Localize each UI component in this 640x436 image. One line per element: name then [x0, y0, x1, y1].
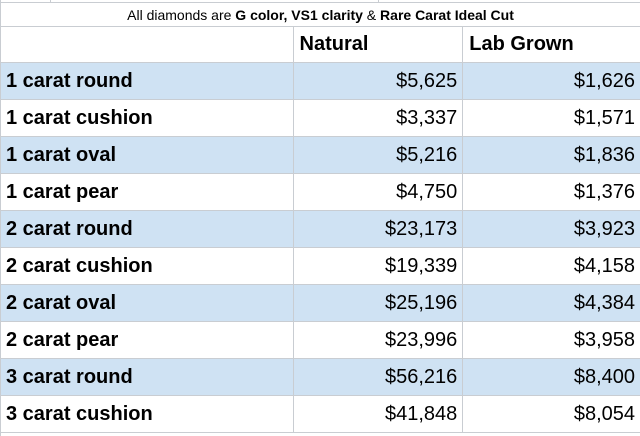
title-text-part: &: [362, 6, 381, 23]
row-label-cell[interactable]: 1 carat oval: [6, 143, 117, 166]
table-row: 1 carat oval $5,216 $1,836: [1, 137, 640, 174]
natural-price-cell[interactable]: $25,196: [292, 285, 463, 321]
title-text-part: Rare Carat Ideal Cut: [380, 6, 514, 23]
gridline-tick: [378, 0, 379, 2]
lab-grown-price-cell[interactable]: $4,384: [462, 285, 640, 321]
table-row: 1 carat round $5,625 $1,626: [1, 63, 640, 100]
partial-row-above: [1, 0, 640, 3]
lab-grown-price-cell[interactable]: $3,923: [462, 211, 640, 247]
lab-grown-price-cell[interactable]: $8,400: [462, 359, 640, 395]
table-row: 1 carat pear $4,750 $1,376: [1, 174, 640, 211]
lab-grown-price-cell[interactable]: $1,626: [462, 63, 640, 99]
lab-grown-price-cell[interactable]: $1,376: [462, 174, 640, 210]
table-row: 3 carat round $56,216 $8,400: [1, 359, 640, 396]
lab-grown-price-cell[interactable]: $8,054: [462, 396, 640, 432]
table-row: 2 carat oval $25,196 $4,384: [1, 285, 640, 322]
row-label-cell[interactable]: 2 carat round: [6, 217, 133, 240]
natural-price-cell[interactable]: $19,339: [292, 248, 463, 284]
natural-price-cell[interactable]: $5,216: [292, 137, 463, 173]
table-body: 1 carat round $5,625 $1,626 1 carat cushion…: [1, 63, 640, 433]
natural-price-cell[interactable]: $3,337: [292, 100, 463, 136]
title-text-part: G color, VS1 clarity: [235, 6, 363, 23]
lab-grown-price-cell[interactable]: $1,836: [462, 137, 640, 173]
row-label-cell[interactable]: 3 carat cushion: [6, 402, 153, 425]
table-row: 2 carat cushion $19,339 $4,158: [1, 248, 640, 285]
header-row: Natural Lab Grown: [1, 27, 640, 63]
natural-price-cell[interactable]: $4,750: [292, 174, 463, 210]
table-row: 2 carat pear $23,996 $3,958: [1, 322, 640, 359]
natural-price-cell[interactable]: $41,848: [292, 396, 463, 432]
table-title-cell[interactable]: All diamonds are G color, VS1 clarity & …: [1, 3, 640, 27]
lab-grown-price-cell[interactable]: $3,958: [462, 322, 640, 358]
row-label-cell[interactable]: 1 carat cushion: [6, 106, 153, 129]
header-cell-natural[interactable]: Natural: [292, 27, 463, 62]
header-cell-lab-grown[interactable]: Lab Grown: [462, 27, 640, 62]
row-label-cell[interactable]: 3 carat round: [6, 365, 133, 388]
row-label-cell[interactable]: 2 carat cushion: [6, 254, 153, 277]
lab-grown-price-cell[interactable]: $4,158: [462, 248, 640, 284]
natural-price-cell[interactable]: $23,173: [292, 211, 463, 247]
row-label-cell[interactable]: 2 carat pear: [6, 328, 119, 351]
table-row: 3 carat cushion $41,848 $8,054: [1, 396, 640, 433]
lab-grown-price-cell[interactable]: $1,571: [462, 100, 640, 136]
row-label-cell[interactable]: 1 carat round: [6, 69, 133, 92]
gridline-tick: [50, 0, 51, 2]
natural-price-cell[interactable]: $56,216: [292, 359, 463, 395]
title-text-part: All diamonds are: [127, 6, 236, 23]
row-label-cell[interactable]: 2 carat oval: [6, 291, 117, 314]
partial-row-below: [1, 433, 640, 436]
header-cell-blank[interactable]: [1, 27, 293, 62]
natural-price-cell[interactable]: $5,625: [292, 63, 463, 99]
natural-price-cell[interactable]: $23,996: [292, 322, 463, 358]
row-label-cell[interactable]: 1 carat pear: [6, 180, 119, 203]
table-row: 2 carat round $23,173 $3,923: [1, 211, 640, 248]
table-row: 1 carat cushion $3,337 $1,571: [1, 100, 640, 137]
